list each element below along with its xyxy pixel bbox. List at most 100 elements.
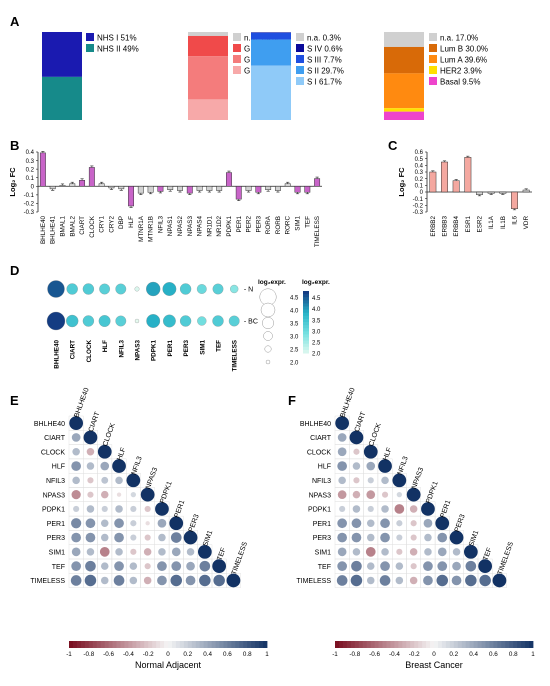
corr-circle-timeless-per1 bbox=[170, 574, 182, 587]
colorbar-segment bbox=[88, 641, 94, 648]
color-legend-label: 4.5 bbox=[312, 296, 321, 302]
colorbar-segment bbox=[124, 641, 129, 648]
y-tick-label: 0.5 bbox=[415, 157, 424, 163]
legend-label-s-ii-29-7: S II 29.7% bbox=[307, 67, 344, 76]
dot-n-ciart bbox=[66, 283, 78, 295]
corr-circle-sim1-per3 bbox=[186, 548, 195, 556]
legend-swatch-g-1-23-4 bbox=[233, 66, 241, 74]
corr-circle-tef-per1 bbox=[437, 561, 448, 572]
bar-erbb3 bbox=[441, 161, 448, 193]
colorbar-segment bbox=[509, 641, 514, 648]
matrix-cell bbox=[226, 573, 241, 588]
x-tick-label-bhlhe40: BHLHE40 bbox=[40, 216, 47, 244]
x-tick-label-per3: PER3 bbox=[183, 340, 190, 357]
corr-circle-timeless-nfil3 bbox=[395, 576, 404, 585]
corr-circle-nfil3-ciart bbox=[87, 477, 94, 484]
corr-circle-sim1-nfil3 bbox=[396, 548, 403, 555]
legend-label-basal-9-5: Basal 9.5% bbox=[440, 78, 480, 87]
legend-label-nhs-i-51: NHS I 51% bbox=[97, 34, 137, 43]
bar-bmal1 bbox=[59, 185, 66, 187]
corr-circle-clock-ciart bbox=[86, 447, 95, 456]
dot-bc-npas3 bbox=[134, 318, 140, 324]
corr-circle-ciart-ciart bbox=[349, 430, 364, 445]
stack-segment-s-iv-0-6 bbox=[251, 32, 291, 33]
size-legend-label: 3.5 bbox=[290, 322, 299, 328]
diag-label-hlf: HLF bbox=[116, 447, 127, 462]
corr-circle-per1-ciart bbox=[351, 518, 362, 529]
color-legend-label: 4.0 bbox=[312, 307, 321, 313]
colorbar-segment bbox=[203, 641, 208, 648]
row-label-nfil3: NFIL3 bbox=[46, 478, 65, 485]
corr-circle-nfil3-hlf bbox=[381, 476, 389, 485]
corr-circle-npas3-bhlhe40 bbox=[337, 490, 347, 499]
corr-circle-per1-npas3 bbox=[410, 520, 417, 527]
corr-circle-pdpk1-ciart bbox=[352, 505, 361, 513]
colorbar-segment bbox=[140, 641, 145, 648]
corr-circle-timeless-timeless bbox=[226, 573, 241, 588]
corr-circle-sim1-bhlhe40 bbox=[337, 547, 347, 557]
size-legend-label: 2.5 bbox=[290, 348, 299, 354]
colorbar-segment bbox=[414, 641, 419, 648]
corr-circle-tef-clock bbox=[366, 562, 375, 570]
diag-label-ciart: CIART bbox=[88, 410, 102, 433]
panel-label-d: D bbox=[10, 263, 19, 278]
corr-circle-per1-pdpk1 bbox=[423, 518, 433, 528]
corr-circle-tef-sim1 bbox=[199, 560, 211, 572]
colorbar-segment bbox=[481, 641, 486, 648]
colorbar-segment bbox=[497, 641, 502, 648]
legend-label-lum-a-39-6: Lum A 39.6% bbox=[440, 56, 487, 65]
colorbar-segment bbox=[175, 641, 181, 648]
corr-circle-per3-ciart bbox=[351, 532, 362, 543]
stack-segment-g-1-23-4 bbox=[188, 99, 228, 120]
color-legend-segment bbox=[303, 349, 309, 354]
corr-circle-npas3-bhlhe40 bbox=[71, 490, 81, 500]
y-tick-label: 0.2 bbox=[26, 167, 35, 173]
diag-label-per3: PER3 bbox=[188, 513, 201, 533]
y-tick-label: -0.1 bbox=[24, 193, 35, 199]
corr-circle-tef-tef bbox=[478, 559, 493, 574]
colorbar-tick-label: 0.2 bbox=[449, 651, 458, 658]
corr-circle-per1-hlf bbox=[380, 518, 390, 529]
colorbar-segment bbox=[251, 641, 256, 648]
corr-circle-tef-tef bbox=[212, 559, 227, 574]
colorbar-segment bbox=[207, 641, 212, 648]
x-tick-label-tef: TEF bbox=[304, 216, 311, 228]
bar-nfil3 bbox=[157, 186, 164, 192]
colorbar-tick-label: 1 bbox=[531, 651, 535, 658]
colorbar-tick-label: -1 bbox=[332, 651, 338, 658]
corr-circle-npas3-npas3 bbox=[140, 487, 155, 502]
corr-circle-pdpk1-nfil3 bbox=[130, 505, 137, 513]
corr-circle-sim1-hlf bbox=[115, 548, 123, 556]
corr-circle-tef-npas3 bbox=[144, 563, 151, 570]
corr-circle-timeless-tef bbox=[213, 574, 225, 587]
colorbar-segment bbox=[517, 641, 522, 648]
bar-bhlhe40 bbox=[39, 152, 46, 187]
corr-circle-sim1-pdpk1 bbox=[158, 548, 166, 556]
bar-mtnr1a bbox=[137, 186, 144, 194]
colorbar-segment bbox=[362, 641, 368, 648]
size-legend-circle bbox=[264, 345, 272, 353]
row-label-tef: TEF bbox=[52, 564, 65, 571]
legend-label-n-a-17-0: n.a. 17.0% bbox=[440, 34, 478, 43]
x-tick-label-esr1: ESR1 bbox=[465, 216, 472, 233]
diag-label-hlf: HLF bbox=[382, 447, 393, 462]
y-tick-label: 0.1 bbox=[26, 176, 35, 182]
x-tick-label-timeless: TIMELESS bbox=[232, 340, 239, 372]
corr-circle-pdpk1-clock bbox=[367, 505, 374, 513]
corr-circle-nfil3-ciart bbox=[353, 477, 360, 484]
y-axis-label: Log₂ FC bbox=[8, 167, 17, 197]
colorbar-segment bbox=[390, 641, 395, 648]
color-legend-label: 2.0 bbox=[312, 352, 321, 358]
colorbar-segment bbox=[148, 641, 153, 648]
bar-pdpk1 bbox=[226, 172, 232, 187]
dot-bc-hlf bbox=[98, 315, 111, 327]
corr-circle-clock-bhlhe40 bbox=[337, 447, 347, 457]
colorbar-segment bbox=[96, 641, 102, 648]
colorbar-tick-label: -0.8 bbox=[83, 651, 94, 658]
x-tick-label-ciart: CIART bbox=[79, 216, 86, 235]
corr-circle-per1-clock bbox=[366, 519, 375, 528]
x-tick-label-erbb2: ERBB2 bbox=[430, 216, 437, 237]
corr-circle-timeless-tef bbox=[479, 574, 491, 587]
corr-circle-tef-per1 bbox=[171, 561, 182, 572]
corr-circle-nfil3-clock bbox=[367, 477, 374, 484]
